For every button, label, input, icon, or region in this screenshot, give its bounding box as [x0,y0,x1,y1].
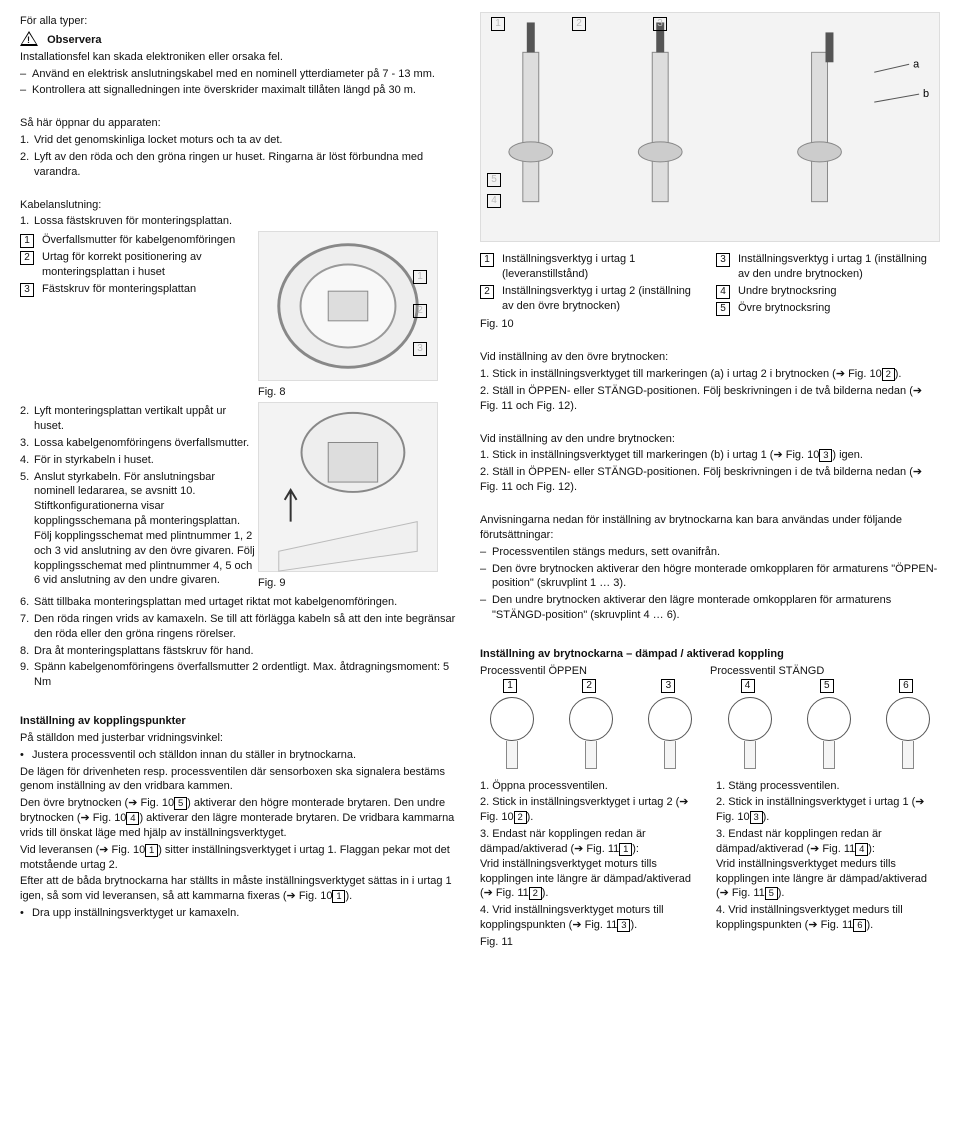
coupling-para3: Vid leveransen (➔ Fig. 101) sitter instä… [20,843,458,873]
damped-title: Inställning av brytnockarna – dämpad / a… [480,647,940,662]
coupling-para1: De lägen för drivenheten resp. processve… [20,765,458,795]
step: 1.Lossa fästskruven för monteringsplatta… [20,214,458,229]
fig8-image: 1 2 3 [258,231,438,381]
pc-s3: 3. Endast när kopplingen redan är dämpad… [716,827,940,901]
top-right-col: 123 a b 5 4 1Inställningsverktyg i urtag… [476,12,940,952]
lower-cam-s1: 1. Stick in inställningsverktyget till m… [480,448,940,463]
observe-list: Använd en elektrisk anslutningskabel med… [20,67,458,99]
observe-item: Kontrollera att signalledningen inte öve… [20,83,458,98]
fig8-wrap: 1 2 3 Fig. 8 [258,231,458,402]
coupling-title: Inställning av kopplingspunkter [20,714,458,729]
po-s1: 1. Öppna processventilen. [480,779,704,794]
step: 8.Dra åt monteringsplattans fästskruv fö… [20,644,458,659]
coupling-para2: Den övre brytnocken (➔ Fig. 105) aktiver… [20,796,458,841]
prereq-list: Processventilen stängs medurs, sett ovan… [480,545,940,623]
observe-intro: Installationsfel kan skada elektroniken … [20,50,458,65]
open-device-steps: 1.Vrid det genomskinliga locket moturs o… [20,133,458,180]
cable-steps2: 2.Lyft monteringsplattan vertikalt uppåt… [20,402,258,590]
cable-step1: 1.Lossa fästskruven för monteringsplatta… [20,214,458,229]
step: 4.För in styrkabeln i huset. [20,453,258,468]
coupling-final: Dra upp inställningsverktyget ur kamaxel… [20,906,458,921]
step: 9.Spänn kabelgenomföringens överfallsmut… [20,660,458,690]
closed-label: Processventil STÄNGD [710,664,940,679]
fig9-label: Fig. 9 [258,576,458,591]
coupling-para4: Efter att de båda brytnockarna har ställ… [20,874,458,904]
cam-5: 5 [797,679,861,769]
cam-3: 3 [638,679,702,769]
coupling-sub: På ställdon med justerbar vridningsvinke… [20,731,458,746]
step: 6.Sätt tillbaka monteringsplattan med ur… [20,595,458,610]
legend-item: 3Inställningsverktyg i urtag 1 (inställn… [716,252,940,282]
legend-item: 2Inställningsverktyg i urtag 2 (inställn… [480,284,704,314]
cable-title: Kabelanslutning: [20,198,458,213]
proc-closed-col: 1. Stäng processventilen. 2. Stick in in… [716,777,940,952]
bullet: Dra upp inställningsverktyget ur kamaxel… [20,906,458,921]
observe-item: Använd en elektrisk anslutningskabel med… [20,67,458,82]
damped-labels: Processventil ÖPPEN Processventil STÄNGD [480,664,940,679]
svg-text:b: b [923,88,929,100]
proc-open-col: 1. Öppna processventilen. 2. Stick in in… [480,777,704,952]
step: 2.Lyft monteringsplattan vertikalt uppåt… [20,404,258,434]
prereq-item: Processventilen stängs medurs, sett ovan… [480,545,940,560]
step: 5.Anslut styrkabeln. För anslutningsbar … [20,470,258,589]
po-s4: 4. Vrid inställningsverktyget moturs til… [480,903,704,933]
prereq-intro: Anvisningarna nedan för inställning av b… [480,513,940,543]
fig9-row: 2.Lyft monteringsplattan vertikalt uppåt… [20,402,458,593]
legend-item: 4Undre brytnocksring [716,284,940,299]
upper-cam-s1: 1. Stick in inställningsverktyget till m… [480,367,940,382]
fig8-label: Fig. 8 [258,385,458,400]
pc-s2: 2. Stick in inställningsverktyget i urta… [716,795,940,825]
step: 1.Vrid det genomskinliga locket moturs o… [20,133,458,148]
upper-cam-s2: 2. Ställ in ÖPPEN- eller STÄNGD-position… [480,384,940,414]
cam-6: 6 [876,679,940,769]
bullet: Justera processventil och ställdon innan… [20,748,458,763]
upper-cam-title: Vid inställning av den övre brytnocken: [480,350,940,365]
legend-item: 3Fästskruv för monteringsplattan [20,282,258,297]
lower-cam-s2: 2. Ställ in ÖPPEN- eller STÄNGD-position… [480,465,940,495]
warning-icon [20,31,38,46]
cam-row: 1 2 3 4 5 6 [480,679,940,769]
po-s2: 2. Stick in inställningsverktyget i urta… [480,795,704,825]
legend-item: 2Urtag för korrekt positionering av mont… [20,250,258,280]
observe-title: Observera [20,31,458,48]
coupling-bullets: Justera processventil och ställdon innan… [20,748,458,763]
cam-1: 1 [480,679,544,769]
cable-steps3: 6.Sätt tillbaka monteringsplattan med ur… [20,595,458,690]
fig10-image: 123 a b 5 4 [480,12,940,242]
legend-item: 1Inställningsverktyg i urtag 1 (leverans… [480,252,704,282]
po-s3: 3. Endast när kopplingen redan är dämpad… [480,827,704,901]
prereq-item: Den övre brytnocken aktiverar den högre … [480,562,940,592]
svg-text:a: a [913,58,920,70]
fig9-image [258,402,438,572]
proc-columns: 1. Öppna processventilen. 2. Stick in in… [480,777,940,952]
fig10-label: Fig. 10 [480,317,704,332]
legend-item: 5Övre brytnocksring [716,301,940,316]
cam-2: 2 [559,679,623,769]
top-left-col: För alla typer: Observera Installationsf… [20,12,476,952]
lower-cam-title: Vid inställning av den undre brytnocken: [480,432,940,447]
fig9-wrap: Fig. 9 [258,402,458,593]
legend-item: 1Överfallsmutter för kabelgenomföringen [20,233,258,248]
prereq-item: Den undre brytnocken aktiverar den lägre… [480,593,940,623]
pc-s4: 4. Vrid inställningsverktyget medurs til… [716,903,940,933]
top-section: För alla typer: Observera Installationsf… [20,12,940,952]
step: 2.Lyft av den röda och den gröna ringen … [20,150,458,180]
for-all-types: För alla typer: [20,14,458,29]
fig8-row: 1Överfallsmutter för kabelgenomföringen … [20,231,458,402]
fig8-legend: 1Överfallsmutter för kabelgenomföringen … [20,231,258,298]
step: 7.Den röda ringen vrids av kamaxeln. Se … [20,612,458,642]
fig11-label: Fig. 11 [480,935,704,950]
step: 3.Lossa kabelgenomföringens överfallsmut… [20,436,258,451]
fig10-legend: 1Inställningsverktyg i urtag 1 (leverans… [480,250,940,334]
open-device-title: Så här öppnar du apparaten: [20,116,458,131]
cam-4: 4 [718,679,782,769]
open-label: Processventil ÖPPEN [480,664,710,679]
pc-s1: 1. Stäng processventilen. [716,779,940,794]
